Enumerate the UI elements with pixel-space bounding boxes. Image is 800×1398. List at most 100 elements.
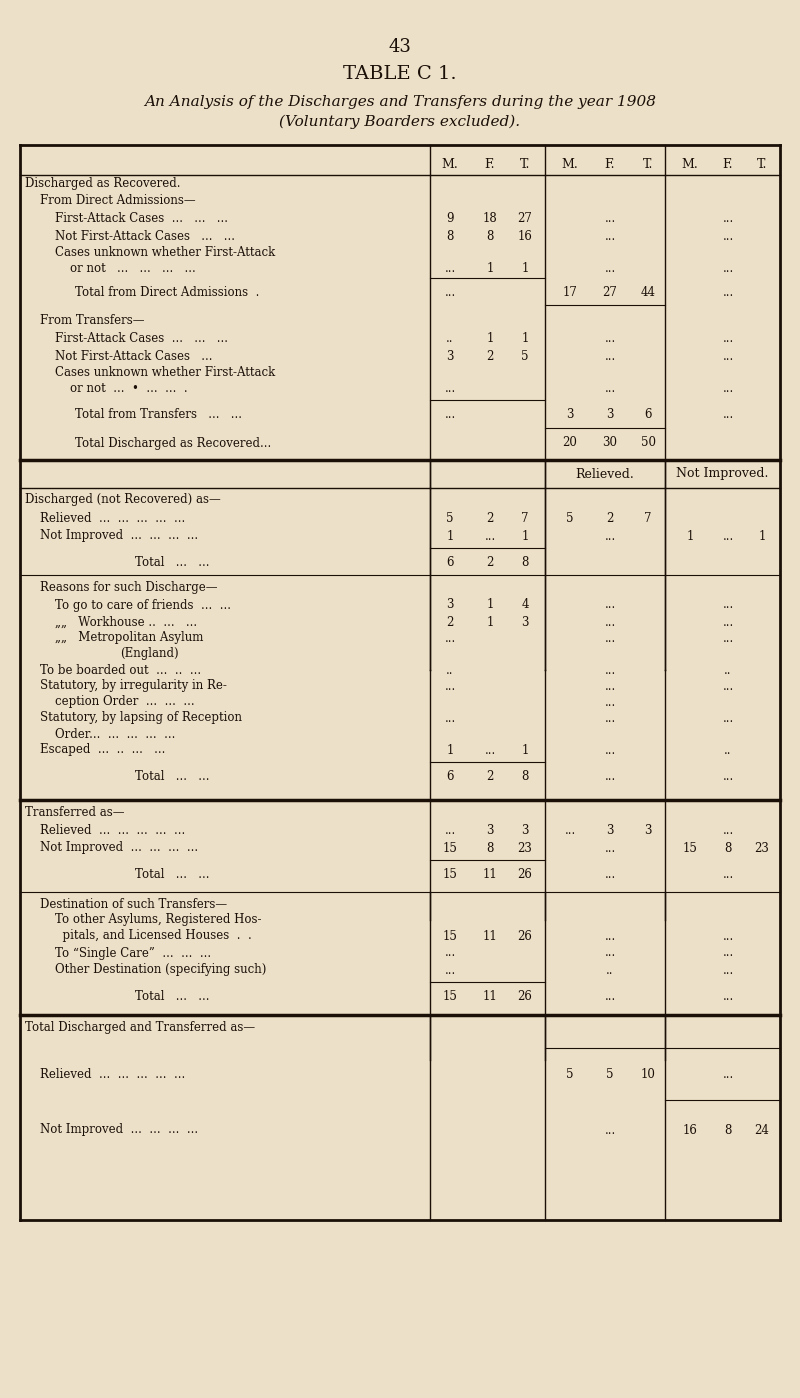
Text: Total   ...   ...: Total ... ... xyxy=(135,555,210,569)
Text: Total from Direct Admissions  .: Total from Direct Admissions . xyxy=(75,287,259,299)
Text: Discharged as Recovered.: Discharged as Recovered. xyxy=(25,176,181,190)
Text: F.: F. xyxy=(605,158,615,171)
Text: 5: 5 xyxy=(566,1068,574,1082)
Text: ...: ... xyxy=(604,664,616,677)
Text: Transferred as—: Transferred as— xyxy=(25,805,125,818)
Text: ...: ... xyxy=(604,930,616,942)
Text: Escaped  ...  ..  ...   ...: Escaped ... .. ... ... xyxy=(40,744,166,756)
Text: 30: 30 xyxy=(602,436,618,450)
Text: 3: 3 xyxy=(522,615,529,629)
Text: 15: 15 xyxy=(442,991,458,1004)
Text: Total   ...   ...: Total ... ... xyxy=(135,868,210,882)
Text: 11: 11 xyxy=(482,868,498,882)
Text: ...: ... xyxy=(444,632,456,644)
Text: ...: ... xyxy=(722,615,734,629)
Text: ...: ... xyxy=(604,991,616,1004)
Text: Relieved  ...  ...  ...  ...  ...: Relieved ... ... ... ... ... xyxy=(40,1068,186,1082)
Text: or not  ...  •  ...  ...  .: or not ... • ... ... . xyxy=(70,382,188,394)
Text: 11: 11 xyxy=(482,991,498,1004)
Text: 27: 27 xyxy=(518,211,533,225)
Text: ...: ... xyxy=(722,598,734,611)
Text: ...: ... xyxy=(444,382,456,394)
Text: ..: .. xyxy=(724,744,732,756)
Text: 10: 10 xyxy=(641,1068,655,1082)
Text: 1: 1 xyxy=(522,331,529,344)
Text: 8: 8 xyxy=(486,842,494,854)
Text: 1: 1 xyxy=(486,331,494,344)
Text: M.: M. xyxy=(682,158,698,171)
Text: Total Discharged and Transferred as—: Total Discharged and Transferred as— xyxy=(25,1022,255,1035)
Text: 23: 23 xyxy=(754,842,770,854)
Text: Total Discharged as Recovered...: Total Discharged as Recovered... xyxy=(75,436,271,450)
Text: 1: 1 xyxy=(522,530,529,542)
Text: ...: ... xyxy=(604,632,616,644)
Text: ...: ... xyxy=(604,530,616,542)
Text: 26: 26 xyxy=(518,991,533,1004)
Text: ..: .. xyxy=(724,664,732,677)
Text: „„   Metropolitan Asylum: „„ Metropolitan Asylum xyxy=(55,632,203,644)
Text: 2: 2 xyxy=(606,512,614,524)
Text: ...: ... xyxy=(722,350,734,362)
Text: T.: T. xyxy=(520,158,530,171)
Text: 1: 1 xyxy=(758,530,766,542)
Text: ...: ... xyxy=(484,530,496,542)
Text: 27: 27 xyxy=(602,287,618,299)
Text: 23: 23 xyxy=(518,842,533,854)
Text: ...: ... xyxy=(722,946,734,959)
Text: Cases unknown whether First-Attack: Cases unknown whether First-Attack xyxy=(55,246,275,259)
Text: ...: ... xyxy=(604,382,616,394)
Text: Reasons for such Discharge—: Reasons for such Discharge— xyxy=(40,582,218,594)
Text: 3: 3 xyxy=(606,823,614,836)
Text: 1: 1 xyxy=(522,744,529,756)
Text: 6: 6 xyxy=(446,769,454,783)
Text: 11: 11 xyxy=(482,930,498,942)
Text: ...: ... xyxy=(564,823,576,836)
Text: M.: M. xyxy=(562,158,578,171)
Text: Relieved  ...  ...  ...  ...  ...: Relieved ... ... ... ... ... xyxy=(40,823,186,836)
Text: ...: ... xyxy=(722,991,734,1004)
Text: Destination of such Transfers—: Destination of such Transfers— xyxy=(40,899,227,911)
Text: 1: 1 xyxy=(446,744,454,756)
Text: ...: ... xyxy=(722,287,734,299)
Text: 1: 1 xyxy=(686,530,694,542)
Text: Not Improved  ...  ...  ...  ...: Not Improved ... ... ... ... xyxy=(40,1124,198,1137)
Text: Not First-Attack Cases   ...: Not First-Attack Cases ... xyxy=(55,350,213,362)
Text: 2: 2 xyxy=(486,350,494,362)
Text: ...: ... xyxy=(722,382,734,394)
Text: M.: M. xyxy=(442,158,458,171)
Text: ...: ... xyxy=(604,1124,616,1137)
Text: ...: ... xyxy=(722,712,734,724)
Text: ...: ... xyxy=(722,963,734,976)
Text: ...: ... xyxy=(722,632,734,644)
Text: ...: ... xyxy=(444,287,456,299)
Text: ...: ... xyxy=(604,695,616,709)
Text: 1: 1 xyxy=(446,530,454,542)
Text: ...: ... xyxy=(604,946,616,959)
Text: 6: 6 xyxy=(446,555,454,569)
Text: 16: 16 xyxy=(518,229,533,242)
Text: F.: F. xyxy=(722,158,734,171)
Text: 1: 1 xyxy=(486,261,494,274)
Text: Other Destination (specifying such): Other Destination (specifying such) xyxy=(55,963,266,976)
Text: 3: 3 xyxy=(644,823,652,836)
Text: Total   ...   ...: Total ... ... xyxy=(135,769,210,783)
Text: 17: 17 xyxy=(562,287,578,299)
Text: ...: ... xyxy=(604,211,616,225)
Text: ...: ... xyxy=(722,679,734,692)
Text: ...: ... xyxy=(604,331,616,344)
Text: T.: T. xyxy=(757,158,767,171)
Text: 7: 7 xyxy=(644,512,652,524)
Text: 8: 8 xyxy=(724,842,732,854)
Text: 3: 3 xyxy=(446,598,454,611)
Text: ...: ... xyxy=(722,1068,734,1082)
Text: ...: ... xyxy=(444,408,456,422)
Text: ...: ... xyxy=(722,408,734,422)
Text: ...: ... xyxy=(604,598,616,611)
Text: ...: ... xyxy=(484,744,496,756)
Text: ...: ... xyxy=(604,769,616,783)
Text: ...: ... xyxy=(604,261,616,274)
Text: 1: 1 xyxy=(486,598,494,611)
Text: Not Improved.: Not Improved. xyxy=(676,467,769,481)
Text: Not First-Attack Cases   ...   ...: Not First-Attack Cases ... ... xyxy=(55,229,235,242)
Text: To go to care of friends  ...  ...: To go to care of friends ... ... xyxy=(55,598,231,611)
